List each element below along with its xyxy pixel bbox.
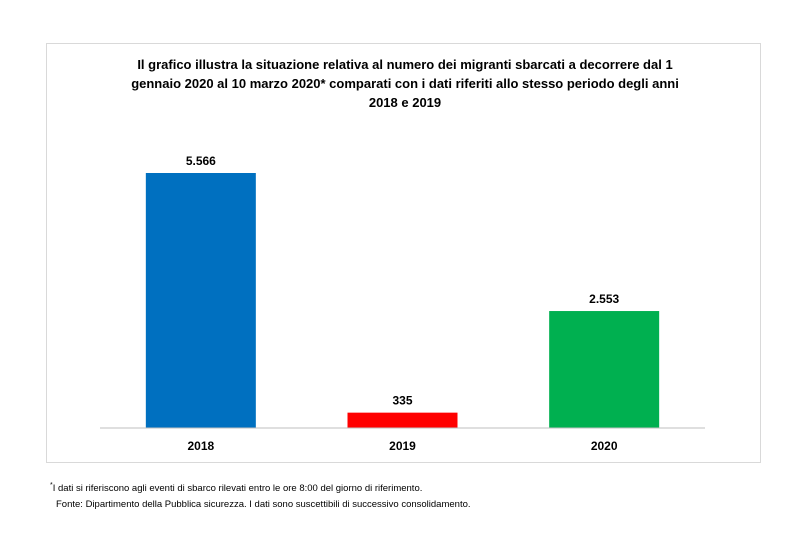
bar-2019 [347, 412, 458, 428]
data-label-2020: 2.553 [589, 292, 619, 306]
bar-2018 [145, 173, 256, 428]
footnote: *I dati si riferiscono agli eventi di sb… [50, 478, 471, 513]
data-label-2019: 335 [392, 394, 412, 408]
footnote-note-line: *I dati si riferiscono agli eventi di sb… [50, 478, 471, 497]
chart-title-line-1: Il grafico illustra la situazione relati… [137, 57, 673, 72]
data-label-2018: 5.566 [186, 154, 216, 168]
footnote-marker: * [50, 482, 53, 489]
chart-title-line-2: gennaio 2020 al 10 marzo 2020* comparati… [131, 76, 679, 91]
x-tick-label-2018: 2018 [187, 439, 214, 453]
footnote-source: Fonte: Dipartimento della Pubblica sicur… [56, 499, 471, 511]
footnote-note: I dati si riferiscono agli eventi di sba… [52, 483, 423, 495]
chart-title: Il grafico illustra la situazione relati… [100, 55, 710, 112]
bar-2020 [549, 311, 660, 428]
x-tick-label-2020: 2020 [591, 439, 618, 453]
x-tick-label-2019: 2019 [389, 439, 416, 453]
chart-title-line-3: 2018 e 2019 [368, 95, 442, 110]
